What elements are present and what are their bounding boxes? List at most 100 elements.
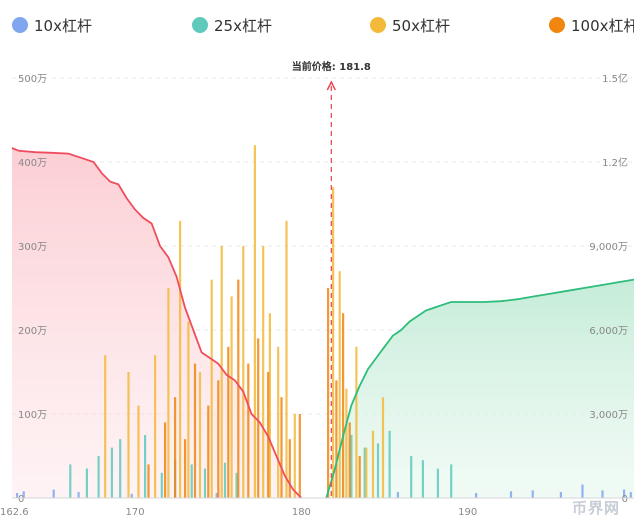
long-cumulative-area: [326, 279, 634, 498]
bar-100x杠杆: [280, 397, 283, 498]
bar-50x杠杆: [365, 447, 368, 498]
bar-50x杠杆: [154, 355, 157, 498]
bar-50x杠杆: [167, 288, 170, 498]
bar-10x杠杆: [16, 493, 19, 498]
y-right-tick-label: 6,000万: [589, 326, 628, 337]
legend-item-10x[interactable]: 10x杠杆: [12, 14, 92, 36]
bar-10x杠杆: [22, 491, 25, 498]
y-left-tick-label: 0: [18, 494, 24, 505]
y-left-tick-label: 300万: [18, 242, 47, 253]
bar-50x杠杆: [210, 279, 213, 498]
x-tick-label: 180: [292, 507, 311, 518]
x-tick-label: 170: [126, 507, 145, 518]
current-price-arrow-icon: [326, 80, 336, 91]
liquidation-chart: 0 100万 200万 300万 400万 500万 0 3,000万 6,000万 9,000万…: [0, 60, 634, 518]
y-right-tick-label: 3,000万: [589, 410, 628, 421]
bar-25x杠杆: [376, 443, 380, 498]
bar-100x杠杆: [342, 313, 345, 498]
bar-10x杠杆: [531, 490, 534, 498]
watermark: 币界网: [571, 499, 620, 517]
bar-50x杠杆: [187, 321, 190, 498]
bar-100x杠杆: [164, 422, 167, 498]
bar-100x杠杆: [193, 363, 197, 498]
bar-50x杠杆: [104, 355, 107, 498]
y-right-tick-label: 1.5亿: [602, 72, 628, 85]
bar-25x杠杆: [363, 447, 366, 498]
bar-50x杠杆: [285, 220, 288, 499]
bar-10x杠杆: [396, 492, 399, 498]
bar-25x杠杆: [97, 456, 100, 498]
bar-100x杠杆: [207, 405, 210, 498]
legend: 10x杠杆 25x杠杆 50x杠杆 100x杠杆: [0, 0, 634, 50]
bar-25x杠杆: [69, 464, 72, 498]
bar-25x杠杆: [450, 464, 453, 498]
bar-25x杠杆: [144, 435, 147, 498]
legend-dot-icon: [12, 17, 28, 33]
legend-label: 25x杠杆: [214, 16, 272, 35]
bar-25x杠杆: [436, 468, 439, 498]
x-tick-label: 190: [458, 507, 477, 518]
bar-50x杠杆: [355, 346, 358, 498]
legend-item-50x[interactable]: 50x杠杆: [370, 14, 450, 36]
bar-25x杠杆: [203, 468, 207, 498]
bar-25x杠杆: [223, 462, 227, 498]
bar-25x杠杆: [119, 439, 122, 498]
legend-item-100x[interactable]: 100x杠杆: [549, 14, 634, 36]
legend-dot-icon: [370, 17, 386, 33]
y-left-tick-label: 100万: [18, 410, 47, 421]
bar-100x杠杆: [348, 422, 351, 498]
bar-50x杠杆: [268, 313, 271, 498]
bar-50x杠杆: [220, 246, 223, 498]
bar-50x杠杆: [371, 430, 375, 498]
bar-50x杠杆: [230, 296, 233, 498]
bar-50x杠杆: [345, 388, 348, 498]
bar-50x杠杆: [332, 187, 335, 498]
bar-100x杠杆: [147, 464, 150, 498]
legend-label: 50x杠杆: [392, 16, 450, 35]
bar-10x杠杆: [475, 493, 478, 498]
bar-50x杠杆: [381, 397, 385, 498]
bar-100x杠杆: [247, 363, 250, 498]
cumulative-lines: [11, 147, 634, 499]
y-left-tick-label: 400万: [18, 158, 47, 169]
y-right-tick-label: 1.2亿: [602, 156, 628, 169]
long-cumulative-line: [325, 278, 634, 499]
bar-10x杠杆: [52, 489, 55, 498]
legend-dot-icon: [192, 17, 208, 33]
bar-50x杠杆: [277, 346, 280, 498]
bar-100x杠杆: [335, 380, 338, 498]
bar-50x杠杆: [198, 372, 202, 498]
bar-25x杠杆: [410, 456, 413, 498]
bar-25x杠杆: [190, 464, 193, 498]
bar-10x杠杆: [629, 492, 632, 498]
bar-10x杠杆: [559, 492, 562, 498]
bar-50x杠杆: [242, 246, 245, 498]
current-price-marker: 当前价格: 181.8: [292, 60, 371, 498]
bar-25x杠杆: [388, 430, 391, 498]
bar-25x杠杆: [421, 460, 424, 498]
bar-10x杠杆: [215, 493, 218, 498]
short-cumulative-line: [11, 147, 303, 499]
bar-series: [16, 145, 632, 499]
x-tick-label: 162.6: [0, 507, 29, 518]
bar-25x杠杆: [350, 435, 353, 498]
bar-25x杠杆: [235, 472, 238, 498]
bar-50x杠杆: [338, 271, 341, 498]
bar-25x杠杆: [160, 472, 163, 498]
legend-label: 10x杠杆: [34, 16, 92, 35]
bar-100x杠杆: [298, 414, 301, 498]
bar-50x杠杆: [179, 220, 182, 499]
bar-10x杠杆: [509, 491, 513, 498]
bar-100x杠杆: [358, 456, 361, 498]
legend-item-25x[interactable]: 25x杠杆: [192, 14, 272, 36]
bar-25x杠杆: [85, 468, 88, 498]
y-right-tick-label: 0: [622, 494, 628, 505]
bar-100x杠杆: [184, 439, 187, 498]
bar-25x杠杆: [110, 447, 113, 498]
bar-50x杠杆: [127, 372, 130, 498]
y-right-tick-label: 9,000万: [589, 242, 628, 253]
legend-dot-icon: [549, 17, 565, 33]
bar-100x杠杆: [288, 439, 291, 498]
legend-label: 100x杠杆: [571, 16, 634, 35]
bar-10x杠杆: [601, 490, 604, 498]
